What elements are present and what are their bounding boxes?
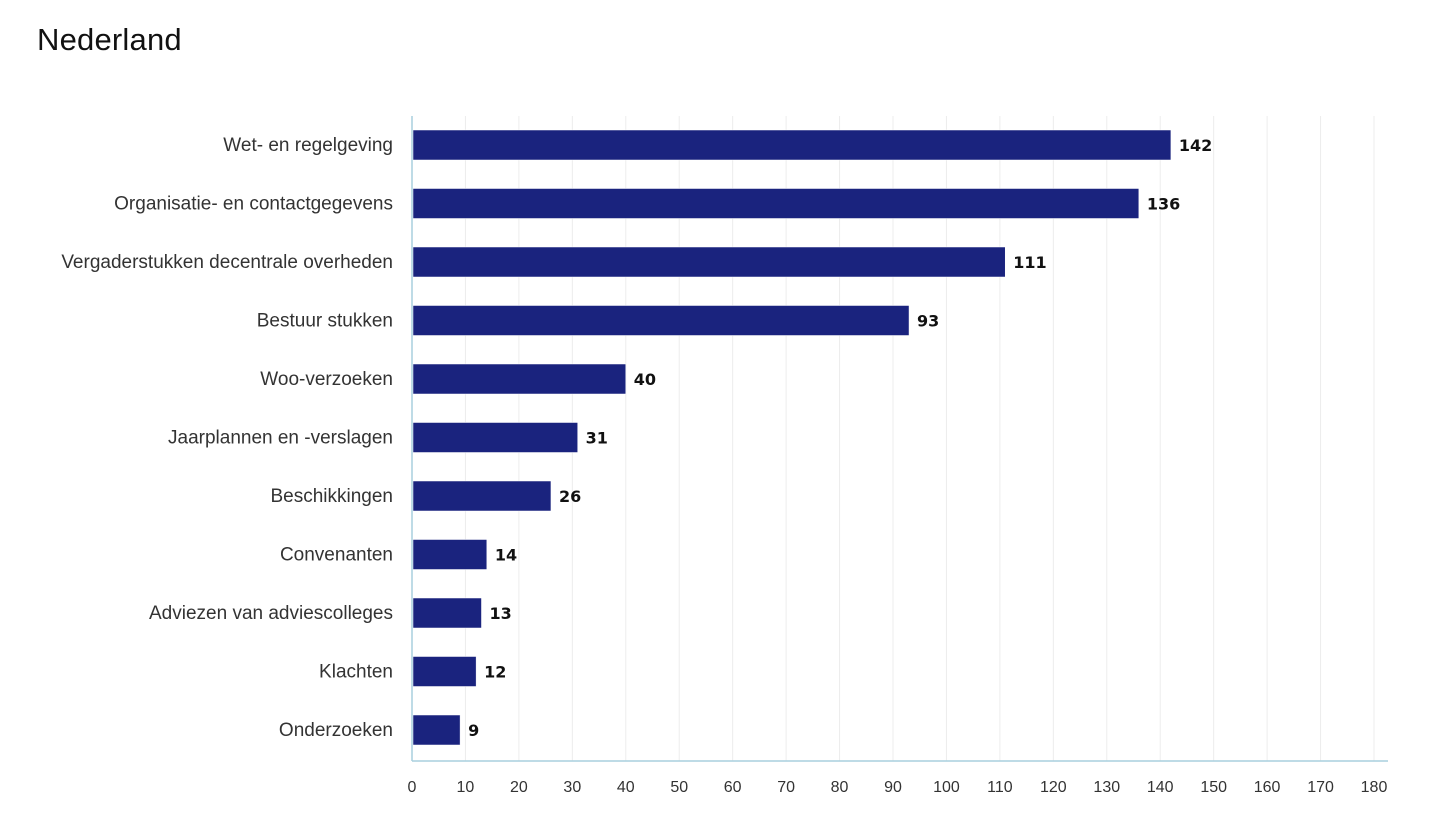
data-label: 40 [634, 370, 656, 389]
category-label: Bestuur stukken [257, 311, 393, 332]
bar [412, 129, 1172, 161]
bar [412, 597, 482, 629]
bar [412, 363, 627, 395]
bars [412, 129, 1172, 746]
category-label: Convenanten [280, 545, 393, 566]
x-tick-label: 100 [933, 779, 960, 796]
data-label: 31 [586, 429, 608, 448]
x-tick-label: 10 [457, 779, 475, 796]
x-tick-label: 180 [1361, 779, 1388, 796]
x-tick-label: 170 [1307, 779, 1334, 796]
category-label: Organisatie- en contactgegevens [114, 194, 393, 215]
data-label: 93 [917, 312, 939, 331]
bar [412, 656, 477, 687]
x-tick-label: 110 [987, 779, 1013, 796]
data-label: 111 [1013, 253, 1046, 272]
x-tick-label: 20 [510, 779, 528, 796]
axes [411, 116, 1388, 762]
category-label: Adviezen van adviescolleges [149, 603, 393, 624]
value-labels: 142 136 111 93 40 31 26 14 13 12 9 [468, 136, 1212, 740]
category-labels: Wet- en regelgeving Organisatie- en conta… [61, 135, 393, 741]
x-tick-label: 0 [408, 779, 417, 796]
grid-lines [464, 116, 1375, 761]
bar [412, 246, 1006, 278]
category-label: Klachten [319, 662, 393, 683]
x-axis-ticks: 0 10 20 30 40 50 60 70 80 90 100 110 120 130 140 150 160… [408, 779, 1388, 796]
data-label: 9 [468, 721, 479, 740]
bar [412, 422, 578, 453]
data-label: 136 [1147, 195, 1180, 214]
x-tick-label: 120 [1040, 779, 1067, 796]
bar [412, 480, 552, 512]
category-label: Woo-verzoeken [260, 369, 393, 390]
x-tick-label: 80 [831, 779, 849, 796]
category-label: Jaarplannen en -verslagen [168, 428, 393, 449]
data-label: 26 [559, 487, 581, 506]
x-tick-label: 150 [1200, 779, 1227, 796]
x-tick-label: 160 [1254, 779, 1281, 796]
x-tick-label: 50 [670, 779, 688, 796]
bar [412, 188, 1140, 219]
bar [412, 539, 488, 570]
x-tick-label: 60 [724, 779, 742, 796]
category-label: Vergaderstukken decentrale overheden [61, 252, 393, 273]
x-tick-label: 70 [777, 779, 795, 796]
x-tick-label: 130 [1093, 779, 1120, 796]
data-label: 12 [484, 663, 506, 682]
category-label: Beschikkingen [270, 486, 393, 507]
page-title: Nederland [37, 22, 182, 57]
x-tick-label: 140 [1147, 779, 1174, 796]
data-label: 142 [1179, 136, 1212, 155]
category-label: Wet- en regelgeving [223, 135, 393, 156]
bar [412, 714, 461, 746]
category-label: Onderzoeken [279, 720, 393, 741]
x-tick-label: 30 [563, 779, 581, 796]
x-tick-label: 90 [884, 779, 902, 796]
data-label: 13 [489, 604, 511, 623]
data-label: 14 [495, 546, 517, 565]
x-tick-label: 40 [617, 779, 635, 796]
bar [412, 305, 910, 336]
